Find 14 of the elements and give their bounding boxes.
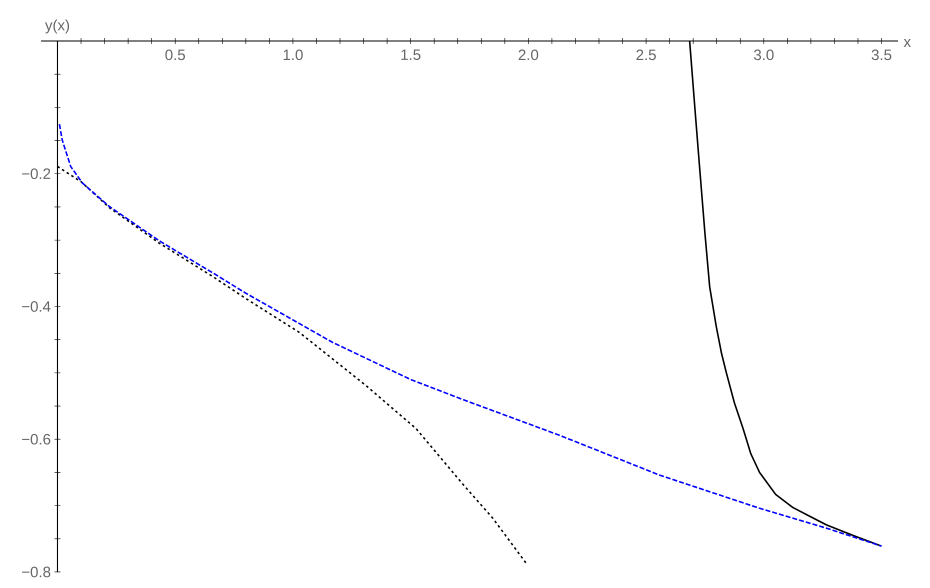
y-tick-label: −0.4 (22, 301, 51, 312)
y-tick-label: −0.8 (22, 566, 50, 578)
x-tick-label: 3.5 (872, 50, 892, 60)
x-tick-label: 0.5 (165, 50, 186, 60)
line-series (58, 122, 882, 547)
x-tick-label: 1.0 (284, 50, 303, 60)
x-tick-label: 2.0 (518, 50, 538, 60)
y-tick-label: −0.2 (22, 168, 50, 180)
x-axis-title: x (904, 39, 911, 47)
y-axis-title: y(x) (45, 19, 70, 34)
y-tick-label: −0.6 (22, 434, 50, 445)
x-tick-label: 2.5 (636, 50, 656, 60)
x-tick-label: 1.5 (401, 50, 420, 60)
x-tick-label: 3.0 (754, 50, 774, 60)
